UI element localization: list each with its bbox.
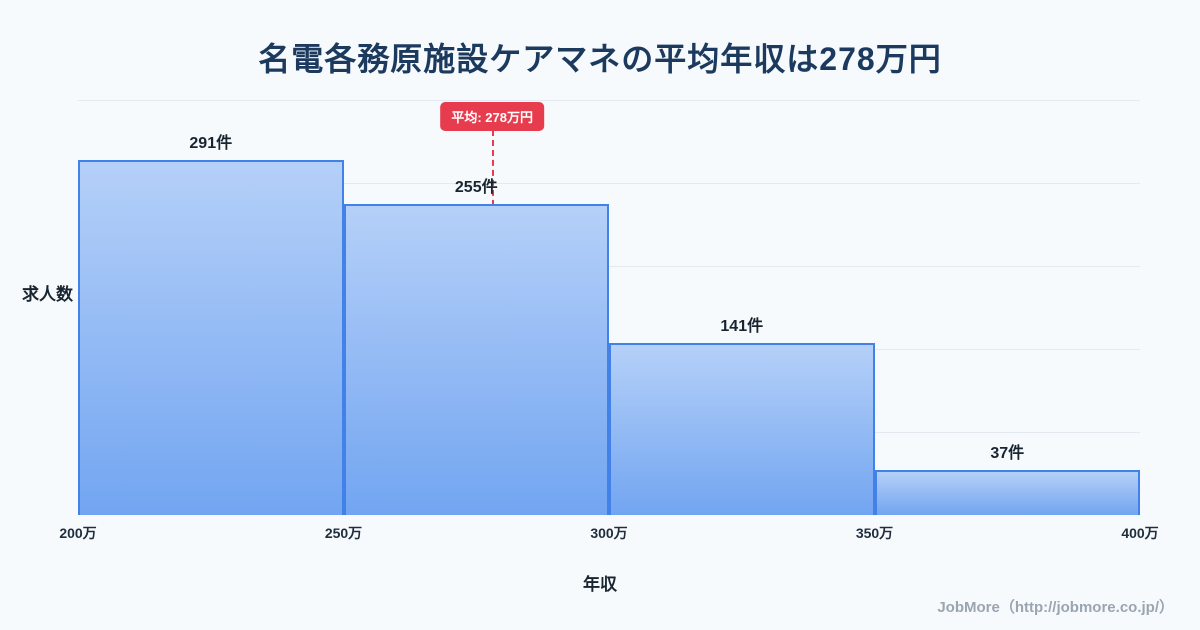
gridline bbox=[78, 100, 1140, 101]
bar bbox=[78, 159, 344, 515]
bar-value-label: 37件 bbox=[990, 444, 1025, 462]
x-axis-label: 年収 bbox=[583, 575, 617, 594]
average-badge: 平均: 278万円 bbox=[440, 102, 544, 131]
plot-area: 平均: 278万円 291件 255件 141件 37件 200万 250万 300万 350… bbox=[59, 100, 1159, 541]
x-tick-label: 300万 bbox=[590, 525, 628, 541]
bar-value-label: 291件 bbox=[189, 134, 233, 152]
credit-text: JobMore（http://jobmore.co.jp/） bbox=[937, 599, 1174, 616]
bar-value-label: 255件 bbox=[454, 178, 498, 196]
bar-value-label: 141件 bbox=[720, 317, 764, 335]
bar bbox=[609, 342, 875, 515]
bar bbox=[343, 203, 609, 515]
x-tick-label: 350万 bbox=[855, 525, 894, 541]
x-tick-label: 250万 bbox=[324, 525, 363, 541]
x-tick-label: 400万 bbox=[1121, 525, 1159, 541]
y-axis-label: 求人数 bbox=[22, 285, 73, 304]
gridline bbox=[78, 183, 1140, 184]
gridline bbox=[78, 266, 1140, 267]
x-tick-label: 200万 bbox=[59, 525, 97, 541]
bar bbox=[874, 469, 1140, 515]
chart-title: 名電各務原施設ケアマネの平均年収は278万円 bbox=[258, 41, 942, 77]
